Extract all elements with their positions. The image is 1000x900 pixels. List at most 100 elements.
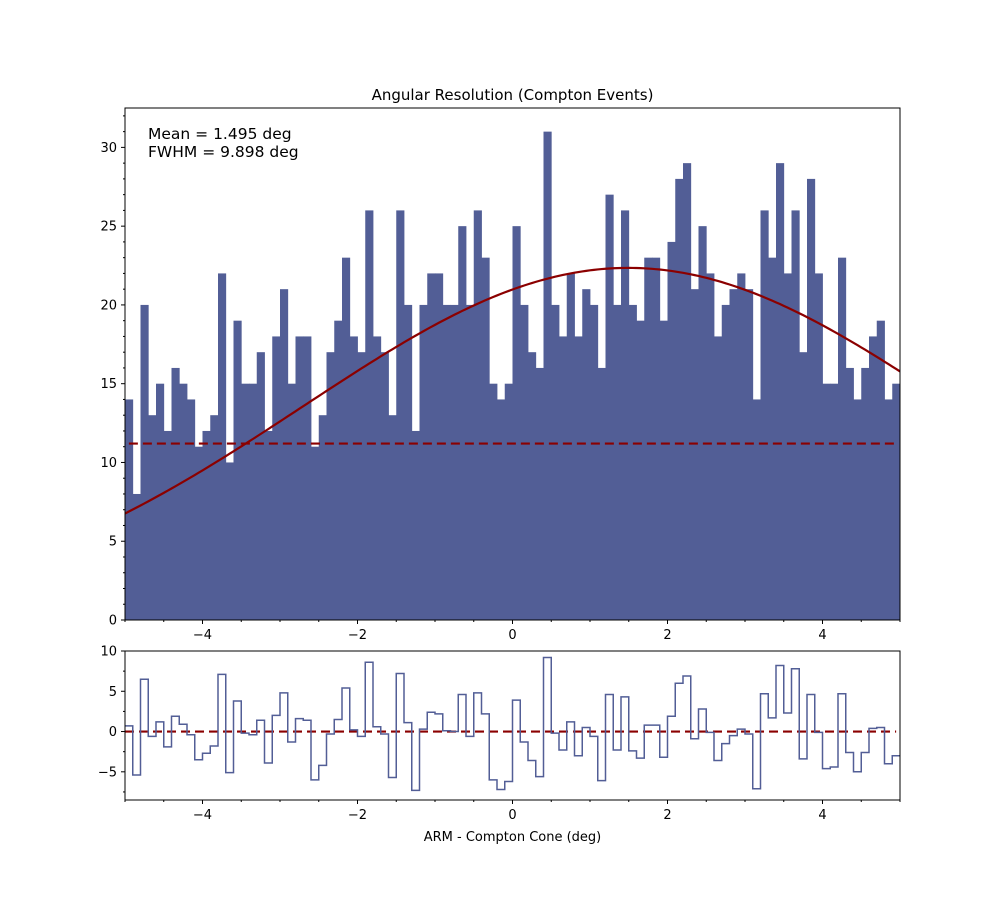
histogram-bar: [737, 273, 746, 620]
histogram-bar: [566, 273, 575, 620]
histogram-bar: [845, 367, 854, 620]
histogram-bar: [334, 320, 343, 620]
histogram-bar: [280, 289, 289, 620]
histogram-bar: [760, 210, 769, 620]
histogram-bar: [256, 352, 265, 620]
y-tick-label: 20: [100, 298, 117, 313]
histogram-bar: [799, 352, 808, 620]
histogram-bar: [698, 226, 707, 620]
y-tick-label: 10: [100, 456, 117, 471]
histogram-bar: [497, 399, 506, 620]
fwhm-annotation: FWHM = 9.898 deg: [148, 143, 299, 161]
histogram-bar: [768, 257, 777, 620]
histogram-bar: [272, 336, 281, 620]
histogram-bar: [714, 336, 723, 620]
y-tick-label: 0: [109, 725, 117, 740]
histogram-bar: [783, 273, 792, 620]
histogram-bar: [745, 289, 754, 620]
histogram-bar: [194, 446, 203, 620]
histogram-bar: [644, 257, 653, 620]
y-tick-label: 15: [100, 377, 117, 392]
x-tick-label: −4: [193, 808, 212, 823]
histogram-bar: [853, 399, 862, 620]
residual-x-axis-ticks: −4 −2 0 2 4: [124, 800, 901, 823]
x-axis-label: ARM - Compton Cone (deg): [424, 830, 602, 845]
histogram-bar: [752, 399, 761, 620]
histogram-bar: [373, 336, 382, 620]
histogram-bar: [435, 273, 444, 620]
residual-plot-frame: [124, 650, 901, 801]
histogram-bar: [163, 430, 172, 620]
histogram-bar: [628, 304, 637, 620]
chart-title: Angular Resolution (Compton Events): [372, 86, 654, 104]
histogram-bar: [512, 226, 521, 620]
histogram-bar: [318, 415, 327, 620]
histogram-bar: [396, 210, 405, 620]
histogram-bar: [597, 367, 606, 620]
histogram-bar: [380, 352, 389, 620]
histogram-bar: [876, 320, 885, 620]
histogram-bar: [807, 178, 816, 620]
x-tick-label: 0: [508, 808, 516, 823]
x-tick-label: 0: [508, 628, 516, 643]
histogram-bar: [667, 241, 676, 620]
x-tick-label: −4: [193, 628, 212, 643]
y-tick-label: 25: [100, 220, 117, 235]
y-tick-label: 5: [109, 685, 117, 700]
histogram-bar: [132, 493, 141, 620]
histogram-bar: [822, 383, 831, 620]
histogram-bar: [729, 289, 738, 620]
histogram-bar: [605, 194, 614, 620]
x-axis-ticks: −4 −2 0 2 4: [124, 620, 901, 643]
histogram-bar: [233, 320, 242, 620]
histogram-bar: [342, 257, 351, 620]
plot-frame: [124, 107, 901, 621]
histogram-bar: [349, 336, 358, 620]
histogram-bar: [179, 383, 188, 620]
histogram-bar: [690, 289, 699, 620]
histogram-bar: [295, 336, 304, 620]
histogram-bar: [156, 383, 165, 620]
histogram-bar: [675, 178, 684, 620]
histogram-bar: [388, 415, 397, 620]
residual-panel: −4 −2 0 2 4 −5 0 5 10 ARM - Compton Cone (deg): [98, 645, 901, 845]
histogram-bar: [365, 210, 374, 620]
histogram-bar: [636, 320, 645, 620]
x-tick-label: −2: [348, 628, 367, 643]
histogram-bar: [481, 257, 490, 620]
histogram-bar: [140, 304, 149, 620]
histogram-bar: [706, 273, 715, 620]
histogram-bar: [551, 304, 560, 620]
histogram-panel: Angular Resolution (Compton Events) −4 −2…: [100, 86, 901, 643]
histogram-bar: [830, 383, 839, 620]
histogram-bar: [683, 163, 692, 620]
x-tick-label: 4: [818, 628, 826, 643]
histogram-bar: [582, 289, 591, 620]
histogram-bar: [202, 430, 211, 620]
x-tick-label: −2: [348, 808, 367, 823]
histogram-bar: [411, 430, 420, 620]
histogram-bar: [590, 304, 599, 620]
histogram-bar: [838, 257, 847, 620]
histogram-bar: [861, 367, 870, 620]
residual-step-line: [125, 656, 900, 792]
histogram-bar: [489, 383, 498, 620]
histogram-bars: [125, 131, 901, 620]
histogram-bar: [659, 320, 668, 620]
histogram-bar: [225, 462, 234, 620]
x-tick-label: 2: [663, 628, 671, 643]
x-tick-label: 4: [818, 808, 826, 823]
histogram-bar: [613, 304, 622, 620]
histogram-bar: [210, 415, 219, 620]
histogram-bar: [466, 304, 475, 620]
histogram-bar: [721, 304, 730, 620]
histogram-bar: [171, 367, 180, 620]
histogram-bar: [442, 304, 451, 620]
y-axis-ticks: 0 5 10 15 20 25 30: [100, 115, 125, 629]
histogram-bar: [287, 383, 296, 620]
y-tick-label: 5: [109, 535, 117, 550]
histogram-bar: [791, 210, 800, 620]
y-tick-label: 10: [100, 645, 117, 660]
histogram-bar: [241, 383, 250, 620]
